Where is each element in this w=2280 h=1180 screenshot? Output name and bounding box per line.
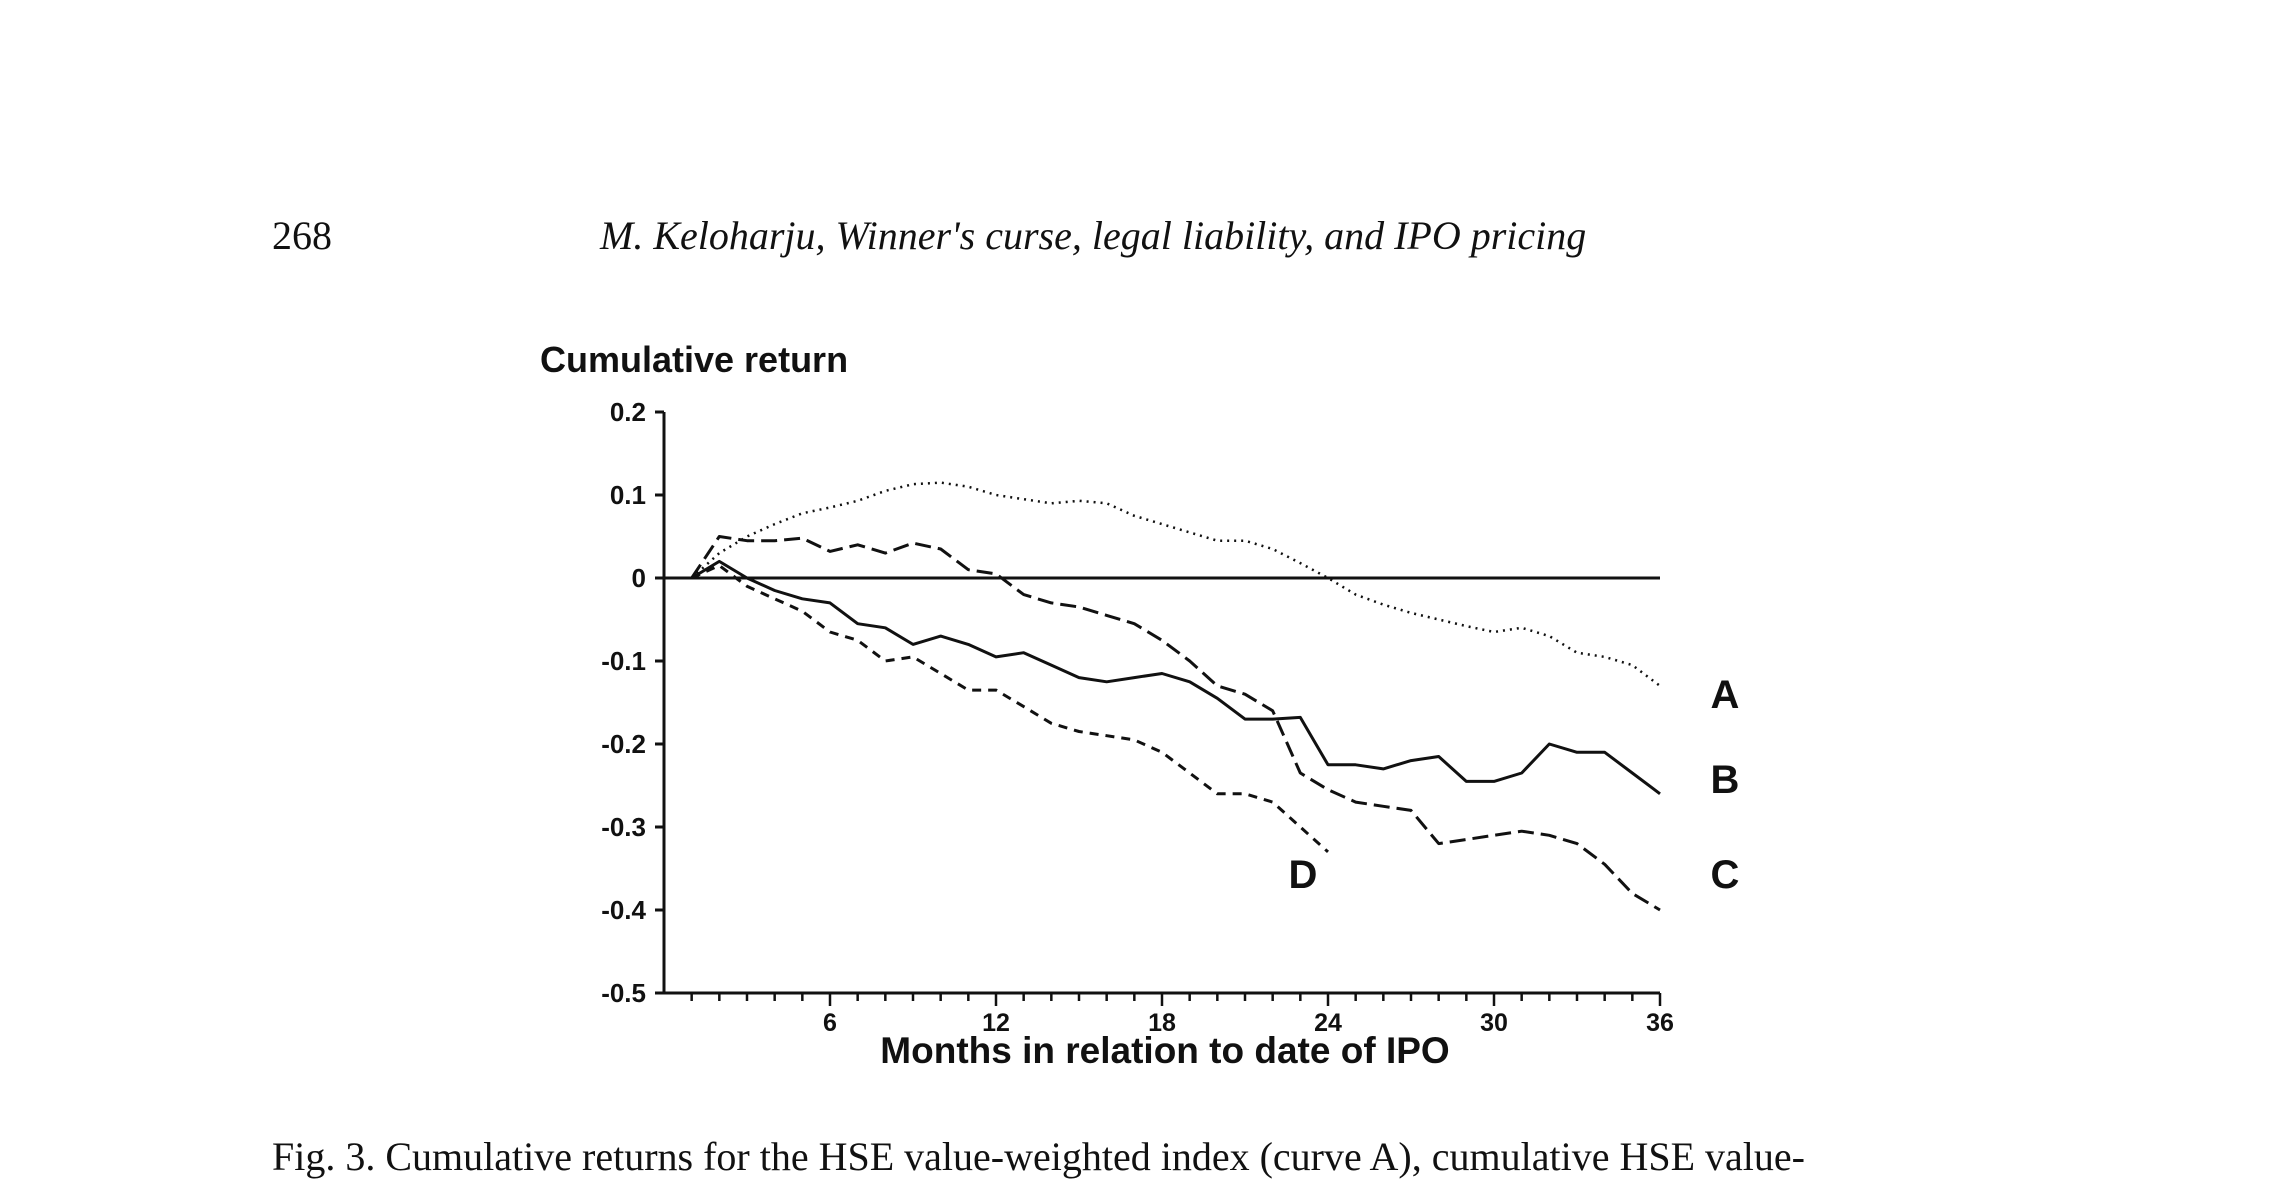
series-labels: AB C D [1289, 673, 1740, 897]
y-tick-label: -0.5 [601, 978, 646, 1008]
y-axis-title: Cumulative return [540, 339, 848, 380]
y-tick-label: 0.1 [610, 480, 646, 510]
y-tick-label: -0.1 [601, 646, 646, 676]
y-tick-label: -0.4 [601, 895, 646, 925]
x-tick-label: 36 [1646, 1009, 1674, 1037]
figure-caption-partial: Fig. 3. Cumulative returns for the HSE v… [272, 1134, 1805, 1179]
series-label-b: B [1711, 758, 1740, 802]
series-line-a [690, 481, 1661, 687]
y-tick-label: -0.2 [601, 729, 646, 759]
series-label-a: A [1711, 673, 1740, 717]
chart-axes: 0.2 0.1 0 -0.1 -0.2 -0.3 -0.4 -0.5 6 12 18 24 30 36 [601, 397, 1674, 1037]
y-tick-label: -0.3 [601, 812, 646, 842]
series-line-b [690, 559, 1661, 795]
cumulative-return-chart: Cumulative return Months in relation to … [540, 339, 1740, 1071]
series-label-d: D [1289, 853, 1318, 897]
x-tick-label: 6 [823, 1009, 837, 1037]
y-tick-label: 0 [632, 563, 646, 593]
x-tick-label: 18 [1148, 1009, 1176, 1037]
series-line-d [691, 564, 1330, 854]
chart-series [690, 481, 1661, 912]
x-tick-label: 12 [982, 1009, 1010, 1037]
series-label-c: C [1711, 853, 1740, 897]
page-number: 268 [272, 213, 332, 258]
x-tick-label: 30 [1480, 1009, 1508, 1037]
series-line-c [690, 535, 1661, 912]
y-tick-label: 0.2 [610, 397, 646, 427]
running-header: M. Keloharju, Winner's curse, legal liab… [600, 213, 1587, 258]
x-axis-title: Months in relation to date of IPO [880, 1030, 1449, 1071]
x-tick-label: 24 [1314, 1009, 1342, 1037]
